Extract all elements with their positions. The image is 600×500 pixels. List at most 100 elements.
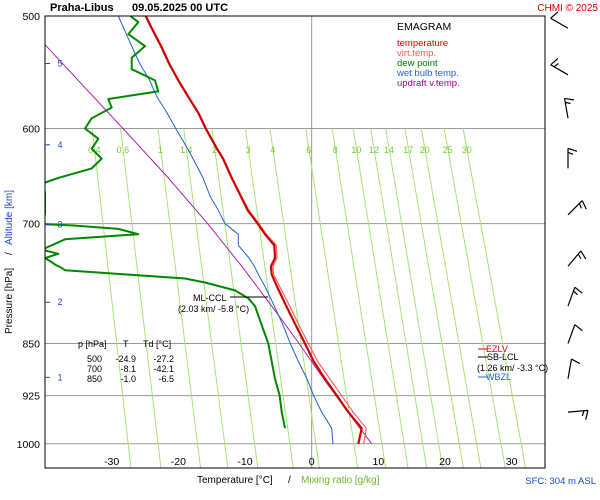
pressure-tick-label: 925 <box>22 391 40 403</box>
mixing-ratio-label: 0.4 <box>88 145 101 155</box>
ml-ccl-detail: (2.03 km/ -5.8 °C) <box>178 304 249 314</box>
mixing-ratio-label: 0.6 <box>117 145 130 155</box>
legend-dew-point: dew point <box>397 58 438 69</box>
mixing-ratio-line <box>462 128 527 468</box>
legend-wet-bulb: wet bulb temp. <box>396 68 459 79</box>
legend-temperature: temperature <box>397 38 448 49</box>
mixing-ratio-line <box>370 128 428 468</box>
y-axis-title-separator: / <box>4 252 15 255</box>
mixing-ratio-line <box>331 128 387 468</box>
table-cell: -27.2 <box>153 354 174 364</box>
mixing-ratio-label: 10 <box>351 145 361 155</box>
temperature-tick-label: 30 <box>506 456 518 468</box>
sb-lcl-detail: (1.26 km/ -3.3 °C) <box>477 363 548 373</box>
legend-updraft: updraft v.temp. <box>397 78 460 89</box>
y-axis-title: Pressure [hPa] / Altitude [km] <box>4 190 15 334</box>
temperature-tick-label: 20 <box>439 456 451 468</box>
temperature-tick-label: 10 <box>372 456 384 468</box>
mixing-ratio-label: 20 <box>420 145 430 155</box>
plot-frame <box>44 15 546 469</box>
sb-lcl-label: SB-LCL <box>487 352 519 362</box>
legend: EMAGRAM temperature virt.temp. dew point… <box>396 21 460 89</box>
table-header-t: T <box>123 339 129 349</box>
legend-virt-temp: virt.temp. <box>397 48 436 59</box>
temperature-tick-label: -20 <box>171 456 186 468</box>
temperature-tick-label: 0 <box>309 456 315 468</box>
plot-background <box>45 16 545 468</box>
wind-barb <box>567 147 578 169</box>
altitude-tick-label: 3 <box>57 220 62 230</box>
plot-area: 0.4 0.6 1 1.4 2 3 4 6 8 10 12 14 17 20 25 30 5006007008… <box>17 11 546 469</box>
table-cell: -8.1 <box>120 364 136 374</box>
mixing-ratio-line <box>244 128 294 468</box>
mixing-ratio-line <box>269 128 320 468</box>
mixing-ratio-line <box>211 128 259 468</box>
temperature-tick-label: -10 <box>237 456 252 468</box>
wbzl-label: WBZL <box>486 372 511 382</box>
pressure-tick-label: 500 <box>22 11 40 23</box>
mixing-ratio-lines <box>91 128 527 468</box>
table-cell: -24.9 <box>115 354 136 364</box>
mixing-ratio-line <box>385 128 444 468</box>
pressure-tick-label: 700 <box>22 219 40 231</box>
series-dew-point <box>45 16 286 429</box>
series-layer <box>45 16 373 445</box>
wind-barb <box>567 286 583 307</box>
altitude-tick-label: 4 <box>57 140 62 150</box>
pressure-tick-label: 1000 <box>17 439 41 451</box>
altitude-tick-label: 2 <box>57 297 62 307</box>
mixing-ratio-label: 17 <box>403 145 413 155</box>
mixing-ratio-line <box>183 128 229 468</box>
mixing-ratio-label: 2 <box>212 145 217 155</box>
table-header-td: Td [°C] <box>143 339 171 349</box>
wind-barbs <box>550 11 589 420</box>
table-cell: 850 <box>87 374 102 384</box>
wind-barb <box>550 11 569 29</box>
table-cell: -42.1 <box>153 364 174 374</box>
chart-title: EMAGRAM <box>397 21 451 33</box>
wind-barb <box>567 200 587 216</box>
sounding-table: p [hPa] T Td [°C] 500 -24.9 -27.2 700 -8… <box>78 339 174 384</box>
pressure-tick-label: 600 <box>22 124 40 136</box>
x-axis-title-mixing: Mixing ratio [g/kg] <box>301 475 380 486</box>
series-temperature <box>144 16 363 445</box>
mixing-ratio-line <box>443 128 506 468</box>
surface-elevation-label: SFC: 304 m ASL <box>525 476 596 487</box>
mixing-ratio-label: 6 <box>306 145 311 155</box>
x-axis-title-temperature: Temperature [°C] <box>197 475 273 486</box>
mixing-ratio-label: 30 <box>462 145 472 155</box>
table-header-p: p [hPa] <box>78 339 107 349</box>
mixing-ratio-line <box>404 128 464 468</box>
mixing-ratio-label: 4 <box>270 145 275 155</box>
mixing-ratio-line <box>120 128 162 468</box>
datetime-title: 09.05.2025 00 UTC <box>132 2 228 14</box>
mixing-ratio-line <box>420 128 482 468</box>
mixing-ratio-label: 1 <box>158 145 163 155</box>
wind-barb <box>567 409 589 420</box>
mixing-ratio-label: 14 <box>384 145 394 155</box>
wind-barb <box>550 58 569 76</box>
y-axis-title-pressure: Pressure [hPa] <box>4 268 15 334</box>
mixing-ratio-label: 8 <box>333 145 338 155</box>
mixing-ratio-labels: 0.4 0.6 1 1.4 2 3 4 6 8 10 12 14 17 20 25 30 <box>88 145 472 155</box>
annotations: ML-CCL (2.03 km/ -5.8 °C) EZLV SB-LCL (1… <box>178 293 548 382</box>
pressure-tick-label: 850 <box>22 338 40 350</box>
mixing-ratio-line <box>91 128 132 468</box>
wind-barb <box>567 324 583 344</box>
mixing-ratio-label: 25 <box>443 145 453 155</box>
table-cell: 700 <box>87 364 102 374</box>
altitude-tick-label: 5 <box>57 58 62 68</box>
y-axis-title-altitude: Altitude [km] <box>4 190 15 245</box>
wind-barb <box>563 97 574 119</box>
table-cell: -6.5 <box>158 374 174 384</box>
copyright-label: CHMI © 2025 <box>537 3 598 14</box>
table-cell: 500 <box>87 354 102 364</box>
altitude-axis: 5 4 3 2 1 <box>45 58 63 382</box>
mixing-ratio-label: 3 <box>246 145 251 155</box>
x-axis-title-separator: / <box>288 475 291 486</box>
mixing-ratio-line <box>157 128 202 468</box>
table-cell: -1.0 <box>120 374 136 384</box>
altitude-tick-label: 1 <box>57 372 62 382</box>
